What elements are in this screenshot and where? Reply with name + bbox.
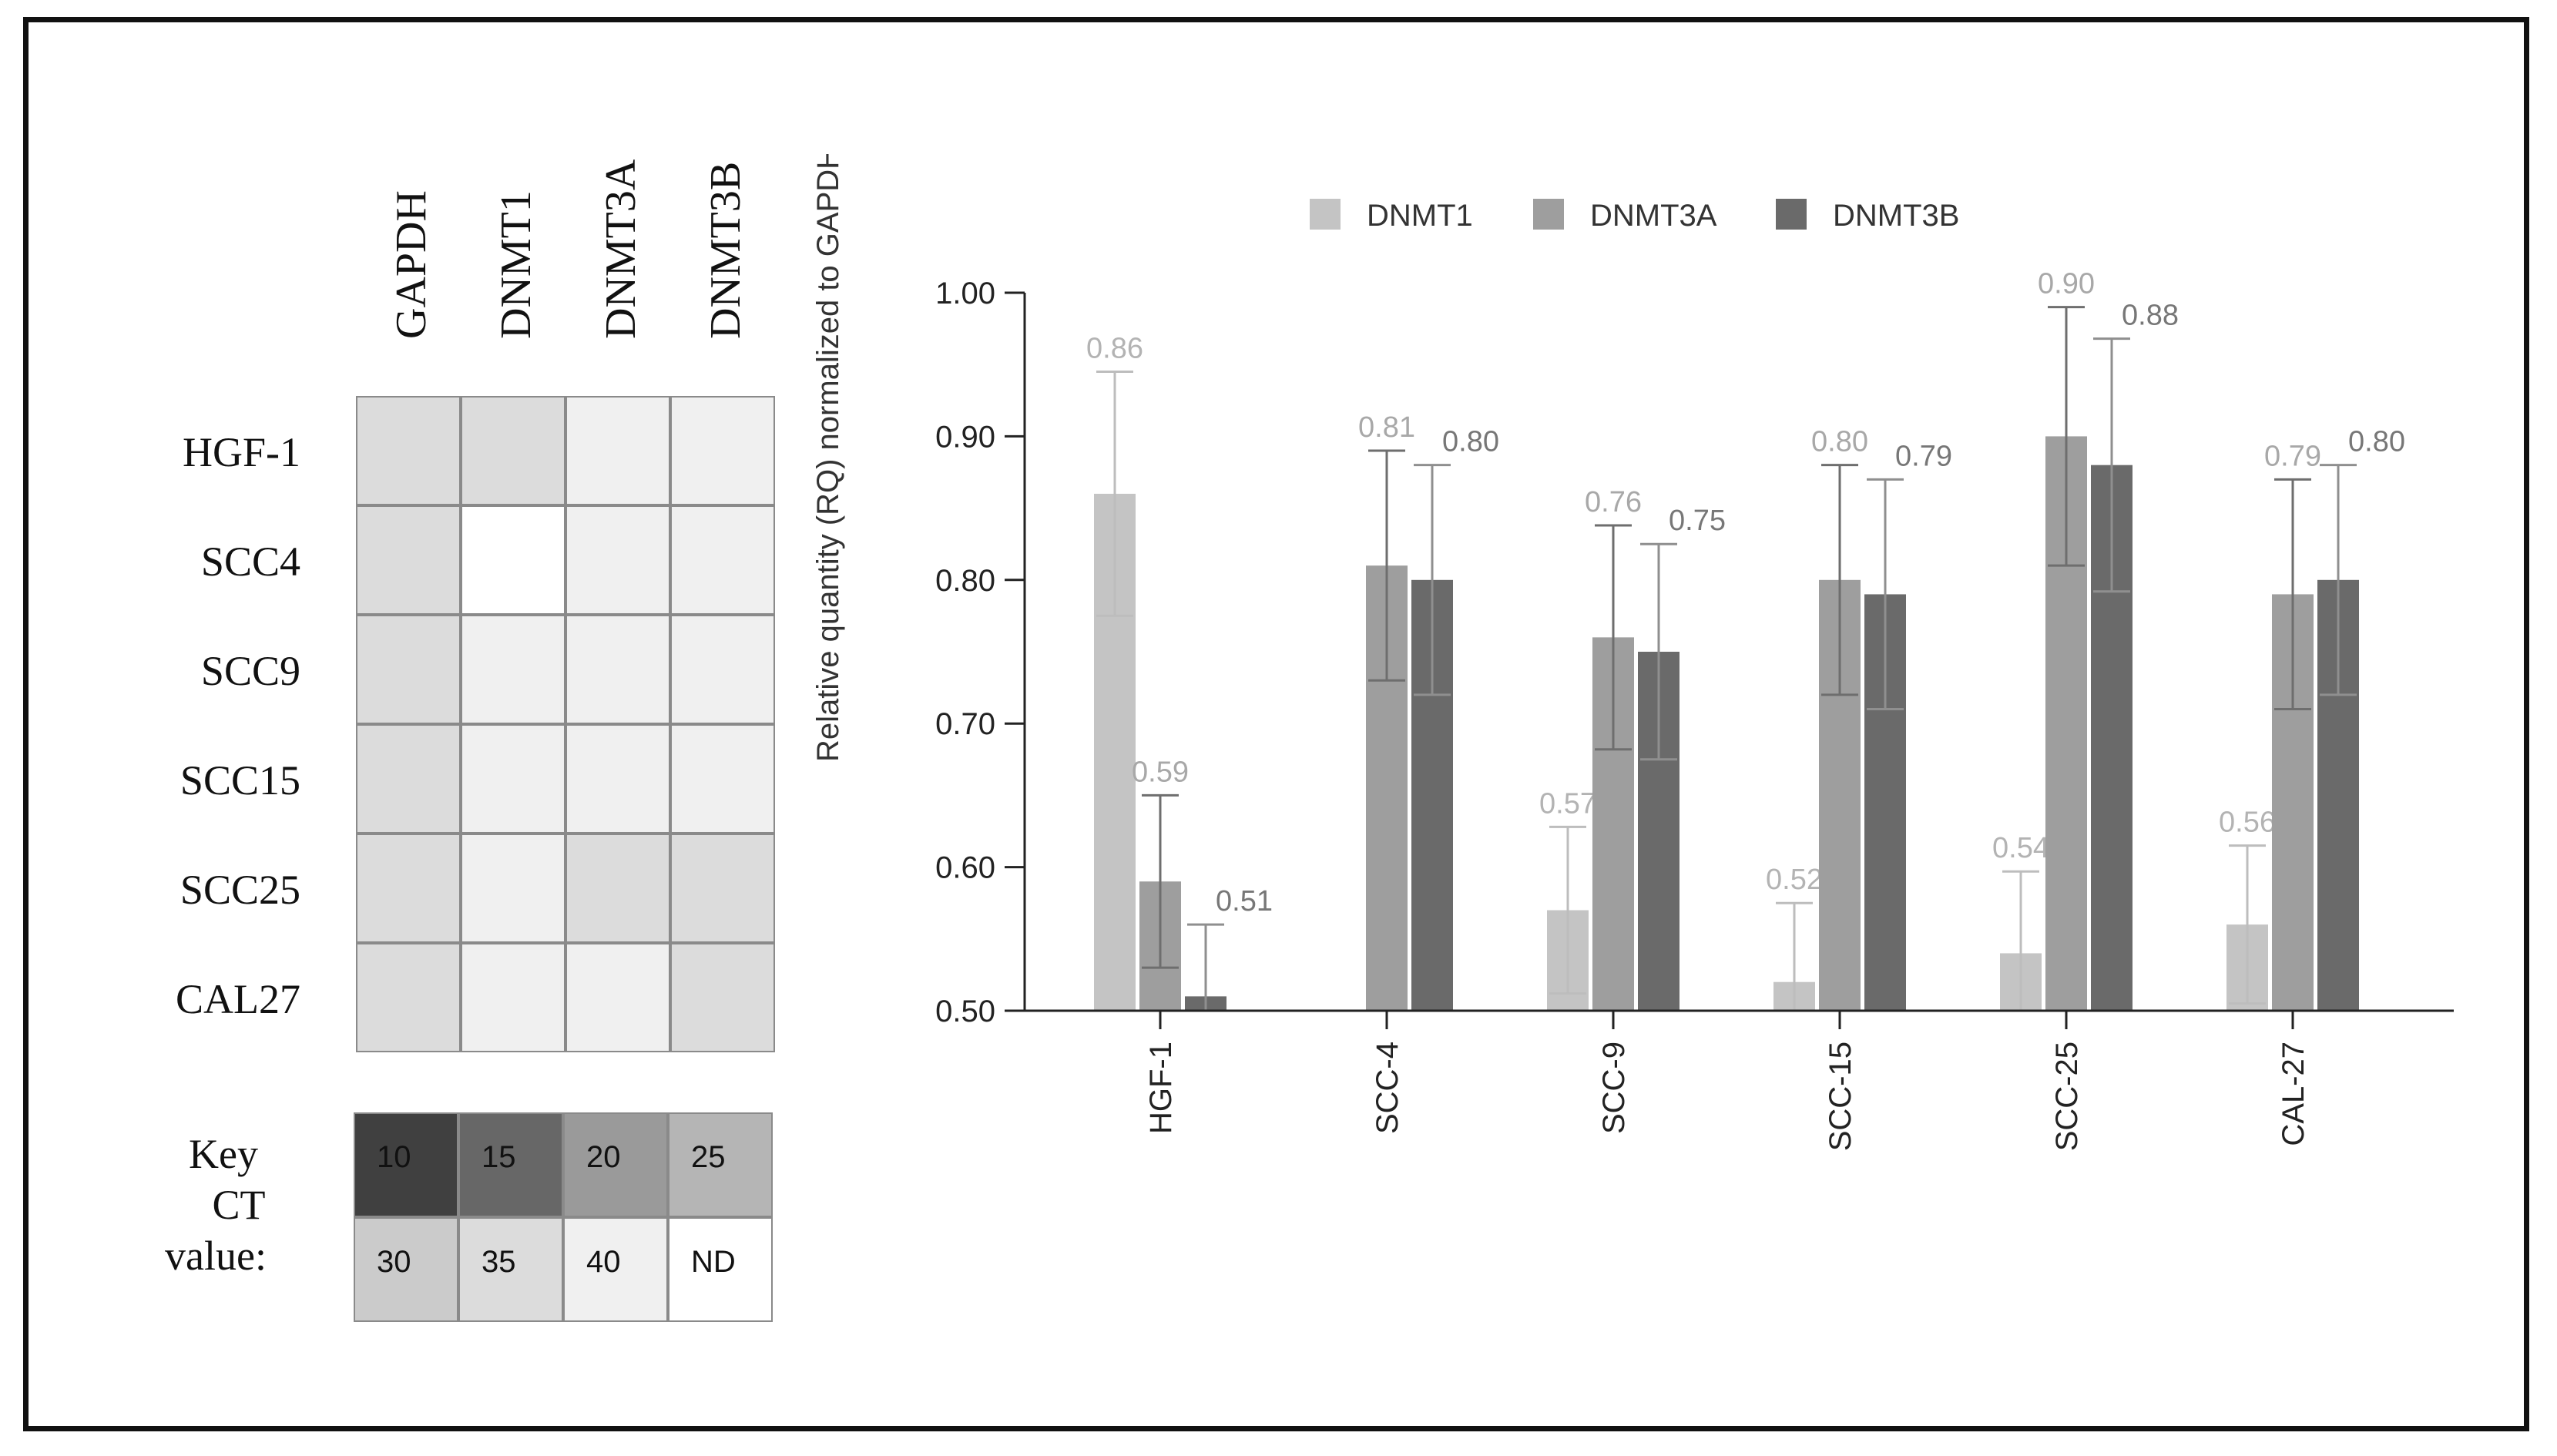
heatmap-cell-hgf-1-dnmt3a — [565, 396, 670, 505]
key-label: Key CT value: — [139, 1129, 293, 1281]
key-label-line-1: Key — [189, 1131, 258, 1177]
y-tick-label-0.70: 0.70 — [935, 707, 995, 741]
column-header-gapdh: GAPDH — [388, 190, 435, 339]
heatmap-cell-cal27-gapdh — [356, 943, 461, 1052]
heatmap-cell-scc15-dnmt1 — [461, 724, 565, 834]
heatmap-cell-scc15-dnmt3a — [565, 724, 670, 834]
data-label-dnmt1-cal-27: 0.56 — [2219, 807, 2276, 839]
heatmap-cell-scc9-gapdh — [356, 615, 461, 724]
legend-swatch-dnmt3b — [1776, 199, 1807, 230]
row-label-scc25: SCC25 — [180, 867, 300, 913]
key-cell-35: 35 — [458, 1217, 563, 1322]
y-tick-label-0.90: 0.90 — [935, 420, 995, 454]
heatmap-cell-scc4-gapdh — [356, 505, 461, 615]
y-tick-label-1.00: 1.00 — [935, 277, 995, 310]
x-tick-label-scc-9: SCC-9 — [1597, 1042, 1631, 1134]
data-label-dnmt3b-hgf-1: 0.51 — [1216, 885, 1273, 918]
heatmap-cell-hgf-1-gapdh — [356, 396, 461, 505]
heatmap-cell-cal27-dnmt3a — [565, 943, 670, 1052]
x-tick-label-cal-27: CAL-27 — [2277, 1042, 2310, 1146]
x-axis: HGF-1 SCC-4 SCC-9 SCC-15 SCC-25 CAL-27 — [1025, 1009, 2454, 1151]
legend-label-dnmt3b: DNMT3B — [1833, 199, 1959, 233]
data-label-dnmt3a-scc-9: 0.76 — [1585, 486, 1642, 518]
row-label-scc4: SCC4 — [200, 538, 300, 585]
heatmap-cell-hgf-1-dnmt1 — [461, 396, 565, 505]
heatmap-cell-scc15-dnmt3b — [670, 724, 775, 834]
legend-swatch-dnmt3a — [1533, 199, 1564, 230]
heatmap-cell-scc25-gapdh — [356, 834, 461, 943]
heatmap-cell-cal27-dnmt3b — [670, 943, 775, 1052]
y-tick-label-0.60: 0.60 — [935, 851, 995, 885]
heatmap-cell-scc4-dnmt3b — [670, 505, 775, 615]
heatmap-cell-scc9-dnmt3b — [670, 615, 775, 724]
chart-legend: DNMT1 DNMT3A DNMT3B — [1310, 199, 1959, 233]
row-label-scc9: SCC9 — [200, 648, 300, 694]
data-label-dnmt3b-scc-9: 0.75 — [1669, 505, 1726, 537]
bar-chart: DNMT1 DNMT3A DNMT3B 0.50 0.60 0.70 0.80 0.90 1.… — [811, 154, 2454, 1151]
key-cell-40: 40 — [563, 1217, 668, 1322]
y-tick-label-0.50: 0.50 — [935, 995, 995, 1028]
column-header-dnmt3a: DNMT3A — [597, 159, 645, 339]
data-label-dnmt3b-scc-15: 0.79 — [1895, 440, 1952, 472]
legend-swatch-dnmt1 — [1310, 199, 1341, 230]
heatmap-cell-scc9-dnmt3a — [565, 615, 670, 724]
key-cell-10: 10 — [354, 1112, 458, 1217]
data-label-dnmt3a-scc-15: 0.80 — [1811, 426, 1868, 458]
row-label-hgf-1: HGF-1 — [182, 429, 300, 475]
y-tick-label-0.80: 0.80 — [935, 564, 995, 598]
data-label-dnmt3a-scc-25: 0.90 — [2038, 268, 2095, 300]
row-label-cal27: CAL27 — [176, 976, 300, 1022]
heatmap-cell-scc25-dnmt1 — [461, 834, 565, 943]
x-tick-label-scc-4: SCC-4 — [1371, 1042, 1404, 1134]
data-label-dnmt1-hgf-1: 0.86 — [1086, 333, 1143, 365]
key-label-line-3: value: — [165, 1233, 267, 1279]
heatmap-cell-scc25-dnmt3b — [670, 834, 775, 943]
data-label-dnmt1-scc-15: 0.52 — [1766, 864, 1823, 896]
key-cell-25: 25 — [668, 1112, 773, 1217]
data-label-dnmt3b-cal-27: 0.80 — [2348, 426, 2405, 458]
heatmap-cell-cal27-dnmt1 — [461, 943, 565, 1052]
data-label-dnmt3b-scc-25: 0.88 — [2122, 300, 2179, 332]
key-label-line-2: CT — [212, 1182, 266, 1228]
key-cell-30: 30 — [354, 1217, 458, 1322]
key-cell-nd: ND — [668, 1217, 773, 1322]
data-label-dnmt3a-hgf-1: 0.59 — [1132, 756, 1189, 788]
column-header-dnmt1: DNMT1 — [492, 190, 540, 339]
heatmap-cell-scc15-gapdh — [356, 724, 461, 834]
data-label-dnmt3a-scc-4: 0.81 — [1358, 411, 1415, 444]
legend-label-dnmt3a: DNMT3A — [1590, 199, 1717, 233]
data-label-dnmt3a-cal-27: 0.79 — [2264, 440, 2321, 472]
legend-label-dnmt1: DNMT1 — [1367, 199, 1473, 233]
x-tick-label-scc-25: SCC-25 — [2050, 1042, 2084, 1151]
data-label-dnmt1-scc-9: 0.57 — [1539, 787, 1596, 820]
y-axis: 0.50 0.60 0.70 0.80 0.90 1.00 — [935, 277, 1026, 1028]
y-axis-label: Relative quantity (RQ) normalized to GAP… — [811, 154, 845, 762]
key-cell-20: 20 — [563, 1112, 668, 1217]
heatmap-cell-hgf-1-dnmt3b — [670, 396, 775, 505]
x-tick-label-scc-15: SCC-15 — [1824, 1042, 1857, 1151]
data-label-dnmt1-scc-25: 0.54 — [1992, 832, 2049, 864]
heatmap-cell-scc25-dnmt3a — [565, 834, 670, 943]
data-label-dnmt3b-scc-4: 0.80 — [1442, 426, 1499, 458]
row-label-scc15: SCC15 — [180, 757, 300, 803]
column-header-dnmt3b: DNMT3B — [702, 161, 750, 339]
heatmap-cell-scc4-dnmt1 — [461, 505, 565, 615]
bars: 0.86 0.59 0.51 0.81 0.80 0.57 0.76 0.75 0.52 0.80… — [1086, 268, 2405, 1012]
heatmap-cell-scc9-dnmt1 — [461, 615, 565, 724]
x-tick-label-hgf-1: HGF-1 — [1144, 1042, 1178, 1134]
heatmap-cell-scc4-dnmt3a — [565, 505, 670, 615]
key-cell-15: 15 — [458, 1112, 563, 1217]
